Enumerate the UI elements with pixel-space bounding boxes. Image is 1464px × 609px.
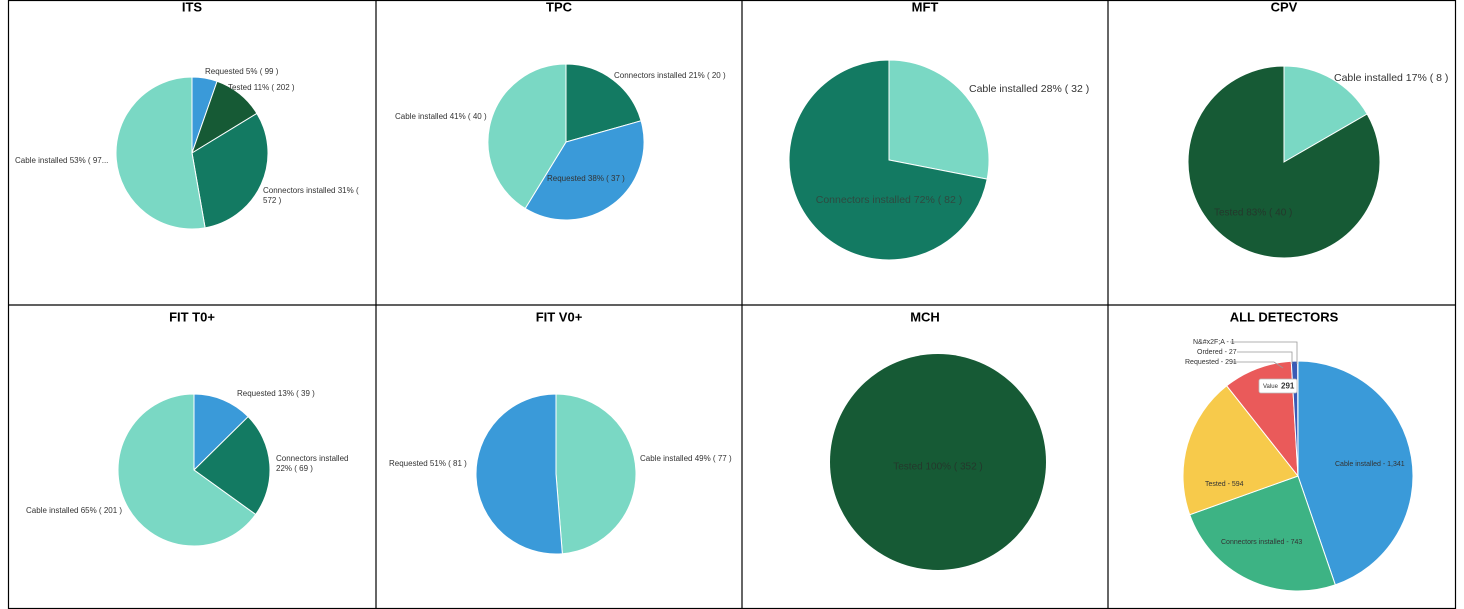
slice-label: Connectors installed 72% ( 82 ) xyxy=(816,194,963,206)
pie-slice xyxy=(191,112,269,229)
pie-slice xyxy=(193,415,271,516)
slice-label: Connectors installed xyxy=(276,454,348,463)
chart-title: FIT T0+ xyxy=(169,309,215,324)
pie-chart: MFT Cable installed 28% ( 32 ) Connectors … xyxy=(788,0,1089,261)
chart-title: TPC xyxy=(546,0,573,14)
pie-slice xyxy=(193,393,249,472)
slice-label: Cable installed 41% ( 40 ) xyxy=(395,112,487,121)
slice-label: 572 ) xyxy=(263,196,282,205)
pie-slice xyxy=(1297,360,1414,586)
slice-label: Cable installed 17% ( 8 ) xyxy=(1334,72,1448,84)
pie-slice xyxy=(487,63,567,210)
slice-label: Tested 100% ( 352 ) xyxy=(893,462,983,473)
pie-slice xyxy=(117,393,257,547)
leader-line xyxy=(1232,361,1284,369)
pie-slice xyxy=(565,63,642,143)
slice-label: N&#x2F;A - 1 xyxy=(1193,339,1235,346)
pie-slice xyxy=(524,120,645,221)
slice-label: Cable installed 65% ( 201 ) xyxy=(26,506,122,515)
pie-slice xyxy=(1187,65,1381,259)
pie-chart: ALL DETECTORS Cable installed - 1,341 Conn… xyxy=(1182,309,1414,592)
pie-chart: FIT T0+ Requested 13% ( 39 ) Connectors in… xyxy=(26,309,348,547)
slice-label: Ordered - 27 xyxy=(1197,349,1237,356)
tooltip-label: Value xyxy=(1263,384,1279,390)
chart-title: ALL DETECTORS xyxy=(1230,309,1339,324)
leader-line xyxy=(1230,341,1298,364)
slice-label: Tested 83% ( 40 ) xyxy=(1214,208,1292,219)
chart-title: FIT V0+ xyxy=(536,309,583,324)
pie-slice xyxy=(888,59,990,180)
slice-label: Cable installed - 1,341 xyxy=(1335,461,1405,468)
pie-slice xyxy=(1189,475,1336,592)
pie-slice xyxy=(115,76,206,230)
leader-line xyxy=(1237,351,1293,364)
tooltip xyxy=(1258,378,1298,394)
slice-label: Cable installed 53% ( 97... xyxy=(15,156,108,165)
slice-label: Tested - 594 xyxy=(1205,481,1244,488)
slice-label: Requested 51% ( 81 ) xyxy=(389,459,467,468)
pie-chart: MCH Tested 100% ( 352 ) xyxy=(830,309,1046,570)
slice-label: Cable installed 49% ( 77 ) xyxy=(640,454,732,463)
pie-slice xyxy=(475,393,563,555)
pie-slice xyxy=(555,393,637,555)
pie-chart: FIT V0+ Cable installed 49% ( 77 ) Request… xyxy=(389,309,732,555)
pie-slice xyxy=(830,354,1046,570)
pie-chart: CPV Cable installed 17% ( 8 ) Tested 83% (… xyxy=(1187,0,1448,259)
slice-label: Requested 13% ( 39 ) xyxy=(237,389,315,398)
pie-slice xyxy=(788,59,988,261)
chart-title: MCH xyxy=(910,309,940,324)
slice-label: 22% ( 69 ) xyxy=(276,464,313,473)
slice-label: Requested - 291 xyxy=(1185,359,1237,366)
slice-label: Requested 5% ( 99 ) xyxy=(205,67,279,76)
slice-label: Cable installed 28% ( 32 ) xyxy=(969,83,1089,95)
chart-title: MFT xyxy=(912,0,939,14)
pie-slice xyxy=(1182,385,1299,516)
slice-label: Tested 11% ( 202 ) xyxy=(228,83,295,92)
slice-label: Connectors installed 31% ( xyxy=(263,186,359,195)
slice-label: Requested 38% ( 37 ) xyxy=(547,174,625,183)
pie-slice xyxy=(1283,65,1368,163)
slice-label: Connectors installed 21% ( 20 ) xyxy=(614,71,726,80)
slice-label: Connectors installed - 743 xyxy=(1221,539,1302,546)
tooltip-value: 291 xyxy=(1281,382,1295,391)
pie-chart: ITS Requested 5% ( 99 ) Tested 11% ( 202 )… xyxy=(15,0,359,230)
pie-chart: TPC Connectors installed 21% ( 20 ) Reques… xyxy=(395,0,726,221)
chart-title: CPV xyxy=(1271,0,1298,14)
chart-title: ITS xyxy=(182,0,203,14)
